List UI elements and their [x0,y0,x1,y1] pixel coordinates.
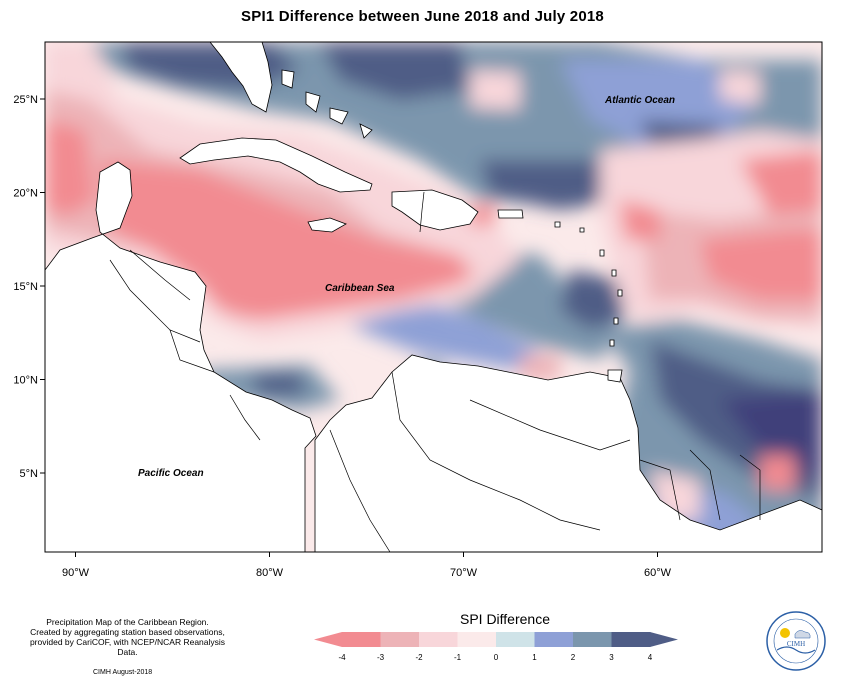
borders [109,191,761,552]
lat-tick-label: 15°N [13,281,38,293]
legend-tick-label: -4 [338,653,346,662]
footer-credit: CIMH August-2018 [93,669,153,676]
legend-tick-label: 0 [494,653,499,662]
logo-text: CIMH [787,640,805,648]
legend-swatch [611,632,651,647]
legend-swatch [496,632,535,647]
map-frame [44,41,823,553]
legend-tick-label: 3 [609,653,614,662]
footer-line-1: Precipitation Map of the Caribbean Regio… [46,617,209,627]
lat-tick-label: 5°N [20,468,39,480]
legend-tick-label: -2 [415,653,423,662]
footer-description: Precipitation Map of the Caribbean Regio… [20,617,235,657]
land-mask [45,42,822,552]
legend-tick-label: 1 [532,653,537,662]
footer-line-2: Created by aggregating station based obs… [30,627,225,637]
lat-tick-label: 10°N [13,375,38,387]
legend-tick-label: 4 [648,653,653,662]
legend-swatch [573,632,612,647]
latitude-ticks: 25°N 20°N 15°N 10°N 5°N [13,94,45,480]
lon-tick-label: 60°W [644,567,672,579]
spi-field [45,42,822,552]
lon-tick-label: 80°W [256,567,284,579]
label-atlantic-ocean: Atlantic Ocean [604,95,675,106]
cloud-icon [794,630,811,639]
lat-tick-label: 25°N [13,94,38,106]
map-title: SPI1 Difference between June 2018 and Ju… [241,8,604,25]
cimh-logo: CIMH [766,611,826,671]
longitude-ticks: 90°W 80°W 70°W 60°W [62,552,672,579]
legend-swatch [457,632,497,647]
legend-swatch [380,632,420,647]
legend-tick-label: 2 [571,653,576,662]
lat-tick-label: 20°N [13,188,38,200]
legend-arrow-left [314,632,342,647]
legend-swatch [419,632,458,647]
label-caribbean-sea: Caribbean Sea [325,283,395,294]
legend-title: SPI Difference [459,611,550,627]
legend-tick-labels: -4 -3 -2 -1 0 1 2 3 4 [338,653,652,662]
sun-icon [780,628,790,638]
legend-arrow-right [650,632,678,647]
legend-swatch [534,632,574,647]
footer-line-3: provided by CariCOF, with NCEP/NCAR Rean… [29,637,226,657]
lon-tick-label: 90°W [62,567,90,579]
lon-tick-label: 70°W [450,567,478,579]
legend-colorbar [314,632,678,647]
legend-tick-label: -1 [454,653,462,662]
legend-tick-label: -3 [377,653,385,662]
legend-swatch [342,632,381,647]
label-pacific-ocean: Pacific Ocean [138,468,204,479]
